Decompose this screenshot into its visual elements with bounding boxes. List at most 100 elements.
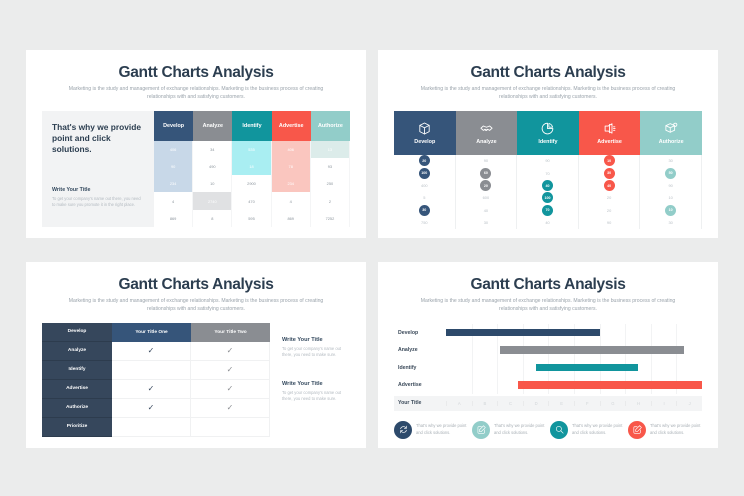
table-cell: 20 [394, 155, 455, 167]
table-column-identify: Identify 535 18 2900 470 595 [232, 110, 272, 227]
icon-data-table[interactable]: Develop 20 100 400 5 30 750 Analyze 90 60 20 600 40 3… [394, 110, 702, 229]
gantt-bar[interactable] [517, 381, 702, 389]
check-cell[interactable]: ✓ [191, 398, 270, 418]
column-header[interactable]: Identify [517, 110, 579, 155]
data-table[interactable]: Develop 406 90 234 4 869 Analyze 34 490 10 2740 8 Id… [154, 110, 351, 227]
headline: That's why we provide point and click so… [52, 121, 142, 155]
value-badge: 40 [541, 180, 553, 192]
table-cell: 93 [310, 158, 351, 176]
row-header[interactable]: Advertise [42, 379, 112, 399]
column-cells: 90 60 20 600 40 30 [456, 154, 518, 229]
gantt-track[interactable] [446, 341, 702, 359]
gantt-row: Identify [394, 358, 702, 377]
table-cell: 50 [640, 167, 701, 179]
gantt-bars[interactable]: Develop Analyze Identify Advertise [394, 323, 702, 394]
axis-tick: C [497, 400, 523, 406]
empty-cell[interactable] [191, 417, 270, 437]
page-title: Gantt Charts Analysis [118, 276, 274, 293]
table-cell: 2740 [193, 192, 233, 210]
column-header[interactable]: Authorize [640, 110, 702, 155]
column-header[interactable]: Advertise [578, 110, 641, 155]
table-cell: 10 [640, 204, 701, 216]
slide1-sidebar: That's why we provide point and click so… [42, 110, 154, 227]
feature-item[interactable]: That's why we provide point and click so… [472, 420, 546, 439]
icon-column-develop: Develop 20 100 400 5 30 750 [394, 110, 456, 229]
column-cells: 20 100 400 5 30 750 [394, 154, 456, 229]
table-cell: 70 [545, 170, 550, 176]
value-badge: 60 [480, 167, 492, 179]
value-badge: 100 [541, 192, 553, 204]
page-subtitle: Marketing is the study and management of… [68, 86, 324, 100]
row-header[interactable]: Identify [42, 360, 112, 380]
gantt-bar[interactable] [535, 363, 638, 372]
table-cell: 30 [394, 204, 455, 216]
table-header-row: Develop Your Title One Your Title Two [42, 322, 270, 342]
value-badge: 20 [418, 155, 430, 167]
slide-check-matrix[interactable]: Gantt Charts Analysis Marketing is the s… [26, 262, 366, 448]
empty-cell[interactable] [112, 417, 191, 437]
table-cell: 2 [310, 192, 351, 210]
column-header[interactable]: Your Title One [112, 322, 191, 342]
table-cell: 100 [394, 167, 455, 179]
column-header[interactable]: Your Title Two [191, 322, 270, 342]
axis-tick: E [548, 400, 574, 406]
row-header[interactable]: Analyze [42, 341, 112, 361]
comparison-table[interactable]: Develop Your Title One Your Title Two Analy… [42, 322, 270, 437]
table-cell: 78 [271, 158, 311, 176]
table-cell: 7252 [310, 209, 351, 227]
table-column-advertise: Advertise 406 78 234 4 869 [271, 110, 311, 227]
column-header[interactable]: Advertise [271, 110, 311, 141]
check-cell[interactable]: ✓ [191, 379, 270, 399]
column-cells: 30 50 90 10 10 30 [640, 154, 702, 229]
column-header[interactable]: Authorize [310, 110, 351, 141]
gantt-bar[interactable] [499, 346, 685, 354]
feature-list[interactable]: That's why we provide point and click so… [394, 420, 702, 439]
row-header[interactable]: Authorize [42, 398, 112, 418]
table-cell: 400 [421, 183, 428, 189]
feature-item[interactable]: That's why we provide point and click so… [394, 420, 468, 439]
column-header[interactable]: Develop [394, 110, 456, 155]
gantt-track[interactable] [446, 376, 702, 394]
value-badge: 30 [418, 204, 430, 216]
feature-item[interactable]: That's why we provide point and click so… [550, 420, 624, 439]
table-cell: 90 [483, 158, 489, 164]
gantt-chart: Develop Analyze Identify Advertise Your Tit… [394, 323, 702, 439]
slide-table-tinted[interactable]: Gantt Charts Analysis Marketing is the s… [26, 50, 366, 238]
check-cell[interactable]: ✓ [191, 360, 270, 380]
search-icon [550, 420, 568, 439]
icon-column-identify: Identify 90 70 40 100 70 40 [517, 110, 579, 229]
check-icon: ✓ [147, 403, 155, 413]
column-header[interactable]: Identify [232, 110, 272, 141]
gantt-track[interactable] [446, 323, 702, 342]
feature-text: That's why we provide point and click so… [494, 423, 545, 435]
value-badge: 40 [603, 180, 615, 192]
icon-column-analyze: Analyze 90 60 20 600 40 30 [455, 110, 518, 229]
column-header[interactable]: Develop [42, 322, 112, 342]
slide-gantt[interactable]: Gantt Charts Analysis Marketing is the s… [378, 262, 718, 448]
table-cell: 406 [271, 140, 311, 159]
table-cell: 2900 [232, 175, 272, 193]
column-header[interactable]: Analyze [455, 110, 518, 155]
axis-tick: F [573, 400, 600, 406]
check-cell[interactable]: ✓ [191, 341, 270, 361]
column-header[interactable]: Develop [154, 110, 194, 141]
gantt-bar[interactable] [446, 328, 600, 337]
table-cell: 40 [483, 207, 489, 213]
check-cell[interactable]: ✓ [112, 379, 191, 399]
check-cell[interactable]: ✓ [112, 341, 191, 361]
empty-cell[interactable] [112, 360, 191, 380]
column-header[interactable]: Analyze [193, 110, 233, 141]
gantt-track[interactable] [446, 358, 702, 377]
feature-item[interactable]: That's why we provide point and click so… [628, 420, 702, 439]
text-block: Write Your Title To get your company's na… [282, 337, 346, 359]
gantt-row: Analyze [394, 341, 702, 359]
row-header[interactable]: Prioritize [42, 417, 112, 437]
table-cell: 600 [482, 195, 490, 201]
text-block: Write Your Title To get your company's na… [282, 381, 346, 403]
slide-icon-table[interactable]: Gantt Charts Analysis Marketing is the s… [378, 50, 718, 238]
pie-chart-icon [540, 121, 555, 136]
check-cell[interactable]: ✓ [112, 398, 191, 418]
table-cell: 30 [483, 220, 489, 226]
check-icon: ✓ [226, 403, 234, 413]
